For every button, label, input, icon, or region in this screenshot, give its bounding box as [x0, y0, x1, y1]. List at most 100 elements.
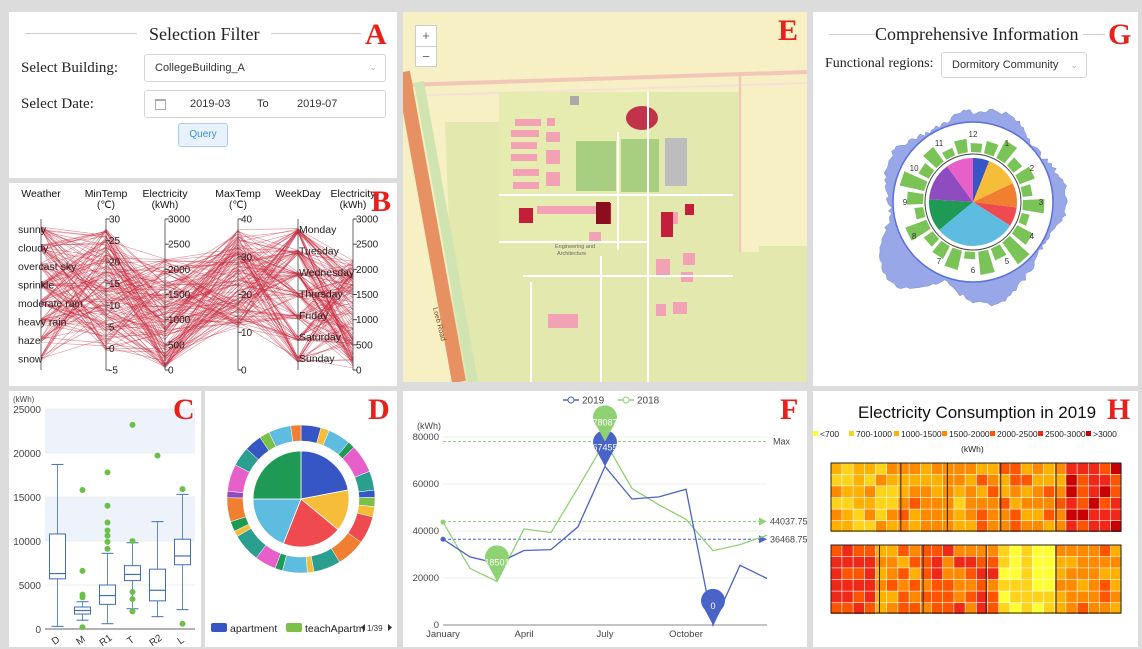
heatmap-cell [864, 579, 876, 591]
data-line [40, 294, 354, 367]
data-line [40, 230, 354, 357]
tick-label: 40 [241, 215, 253, 226]
heatmap-cell [965, 603, 976, 614]
heatmap-cell [898, 579, 909, 591]
heatmap-cell [1111, 474, 1122, 486]
heatmap-cell [1111, 591, 1122, 603]
heatmap-cell [1111, 568, 1122, 580]
heatmap-cell [831, 603, 842, 614]
clock-ring [892, 121, 1054, 283]
outlier-point [79, 567, 86, 574]
data-line [40, 284, 354, 353]
heatmap-cell [920, 474, 932, 486]
heatmap-cell [1077, 474, 1088, 486]
heatmap-cell [920, 521, 932, 532]
outlier-point [79, 486, 86, 493]
heatmap-cell [909, 474, 920, 486]
legend-dot [567, 396, 575, 404]
hour-bar [1006, 157, 1023, 173]
heatmap-cell [842, 474, 853, 486]
heatmap-cell [1055, 591, 1066, 603]
hour-label: 11 [935, 139, 944, 148]
heatmap-cell [920, 509, 932, 521]
heatmap-cell [931, 591, 943, 603]
heatmap-cell [898, 486, 909, 498]
zoom-in-button[interactable]: + [416, 26, 436, 47]
heatmap-cell [831, 591, 842, 603]
heatmap-cell [1088, 497, 1100, 509]
tick-label: 0 [356, 366, 362, 377]
y-tick-label: 0 [35, 625, 41, 636]
outlier-point [104, 545, 111, 552]
heatmap-cell [853, 521, 864, 532]
data-line [40, 247, 354, 344]
hour-bar [923, 146, 944, 169]
hour-bar [954, 138, 968, 155]
data-line [40, 250, 354, 336]
chevron-down-icon: ⌄ [1070, 60, 1078, 70]
heatmap-cell [943, 568, 954, 580]
panel-map[interactable]: Loeb Road Engineering and Architecture +… [403, 12, 807, 382]
heatmap-cell [1099, 545, 1111, 556]
heatmap-cell [943, 545, 954, 556]
heatmap-cell [1077, 556, 1088, 568]
heatmap-cell [954, 463, 965, 474]
heatmap-cell [1088, 509, 1100, 521]
heatmap-cell [1066, 497, 1077, 509]
heatmap-cell [920, 579, 932, 591]
heatmap-cell [965, 545, 976, 556]
heatmap-cell [987, 474, 999, 486]
y-tick-label: 20000 [413, 573, 439, 584]
hour-bar [923, 231, 940, 247]
building-select[interactable]: CollegeBuilding_A ⌄ [144, 54, 386, 82]
heatmap-cell [931, 463, 943, 474]
heatmap-cell [831, 568, 842, 580]
hour-label: 3 [1039, 198, 1044, 207]
x-tick-label: October [669, 629, 703, 640]
heatmap-cell [853, 591, 864, 603]
box-M [74, 486, 91, 631]
query-button[interactable]: Query [178, 123, 228, 147]
heatmap-cell [875, 497, 887, 509]
date-end[interactable]: 2019-07 [297, 98, 338, 110]
data-line [40, 230, 354, 360]
heatmap-cell [920, 603, 932, 614]
tick-label: 20 [109, 258, 121, 269]
tick-label: 30 [241, 252, 253, 263]
heatmap-cell [965, 521, 976, 532]
heatmap-cell [987, 497, 999, 509]
category-label: sunny [18, 224, 47, 236]
date-start[interactable]: 2019-03 [190, 98, 231, 110]
outlier-point [129, 608, 136, 615]
x-tick-label: M [74, 634, 87, 647]
tick-label: 0 [241, 366, 247, 377]
data-line [40, 230, 354, 366]
region-select[interactable]: Dormitory Community ⌄ [941, 52, 1087, 78]
heatmap-cell [1111, 509, 1122, 521]
heatmap-cell [976, 521, 988, 532]
campus-map[interactable]: Loeb Road Engineering and Architecture [403, 12, 807, 382]
legend-label: 1000-1500 [901, 429, 942, 439]
date-range-picker[interactable]: 2019-03 To 2019-07 [144, 90, 386, 118]
legend-label: 2000-2500 [997, 429, 1038, 439]
heatmap-cell [999, 497, 1010, 509]
legend-label: 2500-3000 [1045, 429, 1086, 439]
tick-label: 2000 [168, 265, 191, 276]
heatmap-cell [1055, 556, 1066, 568]
heatmap-cell [1032, 579, 1044, 591]
heatmap-cell [943, 463, 954, 474]
zoom-out-button[interactable]: − [422, 49, 430, 64]
heatmap-cell [887, 556, 898, 568]
heatmap-cell [976, 556, 988, 568]
hour-bar [996, 140, 1018, 164]
heatmap-cell [853, 603, 864, 614]
pin-label: 67455 [592, 442, 617, 452]
heatmap-cell [999, 486, 1010, 498]
heatmap-cell [1111, 556, 1122, 568]
heatmap-cell [1021, 474, 1032, 486]
tick-label: 20 [241, 290, 253, 301]
heatmap-cell [1010, 591, 1021, 603]
x-tick-label: L [176, 635, 187, 647]
tick-label: 25 [109, 236, 121, 247]
heatmap-cell [1099, 568, 1111, 580]
